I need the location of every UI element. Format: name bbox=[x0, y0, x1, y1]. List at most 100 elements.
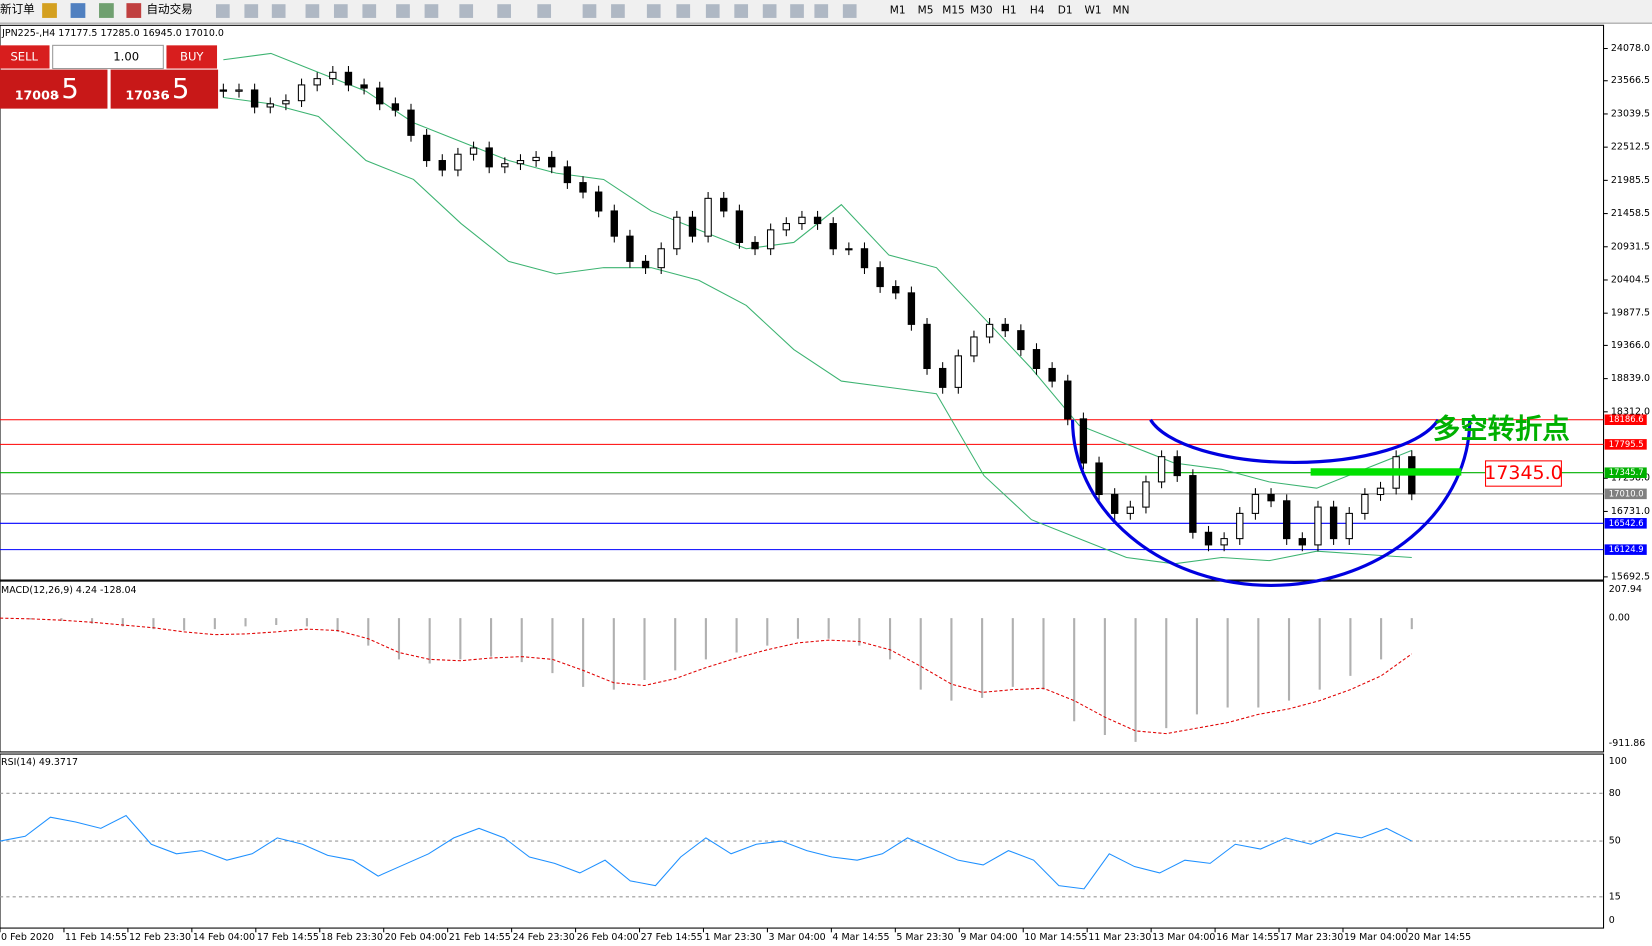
candle bbox=[219, 89, 228, 92]
toolbar-icon[interactable] bbox=[537, 4, 552, 18]
time-label: 11 Feb 14:55 bbox=[65, 932, 127, 943]
time-label: 14 Feb 04:00 bbox=[193, 932, 255, 943]
toolbar-icon[interactable] bbox=[396, 4, 410, 18]
toolbar-icon[interactable] bbox=[734, 4, 749, 18]
price-tick-label: 22512.5 bbox=[1611, 142, 1650, 153]
macd-bar bbox=[29, 618, 32, 620]
annotation-price: 17345.0 bbox=[1484, 462, 1562, 484]
level-tag bbox=[1604, 544, 1647, 555]
toolbar-icon[interactable] bbox=[271, 4, 286, 18]
candle bbox=[313, 78, 321, 86]
toolbar-icon[interactable] bbox=[244, 4, 259, 18]
time-label: 18 Feb 23:30 bbox=[321, 932, 383, 943]
macd-axis-label: 0.00 bbox=[1609, 613, 1630, 624]
candle bbox=[892, 286, 900, 294]
toolbar-icons: M1 M5 M15 M30 H1 H4 D1 W1 MN bbox=[215, 4, 1130, 18]
macd-bar bbox=[1011, 618, 1014, 687]
candle bbox=[422, 134, 431, 162]
toolbar-icon[interactable] bbox=[790, 4, 804, 18]
period-button[interactable]: M15 bbox=[942, 5, 964, 17]
lots-value[interactable]: 1.00 bbox=[113, 49, 139, 63]
candle bbox=[1220, 538, 1228, 546]
time-label: 10 Mar 14:55 bbox=[1024, 932, 1087, 943]
macd-bar bbox=[60, 618, 63, 621]
auto-trade-button[interactable]: 自动交易 bbox=[146, 2, 192, 16]
toolbar-icon[interactable] bbox=[215, 4, 230, 18]
candle bbox=[704, 197, 712, 237]
icon[interactable] bbox=[42, 3, 57, 18]
macd-bar bbox=[1195, 618, 1199, 715]
period-button[interactable]: W1 bbox=[1085, 5, 1102, 17]
candle bbox=[1283, 500, 1291, 540]
macd-bar bbox=[919, 618, 922, 690]
candle bbox=[1329, 506, 1338, 540]
icon[interactable] bbox=[70, 3, 86, 18]
candle bbox=[938, 367, 947, 388]
toolbar-icon[interactable] bbox=[762, 4, 777, 18]
time-label: 0 Feb 2020 bbox=[1, 932, 54, 943]
rsi-label: RSI(14) 49.3717 bbox=[1, 757, 78, 768]
macd-bar bbox=[490, 618, 493, 657]
macd-bar bbox=[1287, 618, 1291, 701]
price-tick-label: 19877.5 bbox=[1611, 308, 1650, 319]
candle bbox=[954, 355, 962, 388]
period-button[interactable]: M30 bbox=[970, 5, 992, 17]
level-tag bbox=[1604, 467, 1647, 478]
macd-bar bbox=[735, 618, 738, 653]
price-tick-label: 24078.0 bbox=[1611, 43, 1650, 54]
annotation-title: 多空转折点 bbox=[1433, 413, 1570, 445]
candle bbox=[688, 216, 697, 237]
price-tick-label: 21458.5 bbox=[1611, 208, 1650, 219]
ask-box[interactable] bbox=[110, 69, 219, 109]
toolbar-icon[interactable] bbox=[459, 4, 474, 18]
lots-input[interactable] bbox=[52, 44, 164, 70]
level-tag bbox=[1604, 488, 1647, 500]
new-order-button[interactable]: 新订单 bbox=[0, 2, 35, 16]
buy-button[interactable] bbox=[166, 45, 218, 69]
toolbar-icon[interactable] bbox=[814, 4, 829, 18]
candle bbox=[1267, 493, 1275, 502]
toolbar-icon[interactable] bbox=[842, 4, 857, 18]
toolbar-icon[interactable] bbox=[333, 4, 348, 18]
bid-pips: .5 bbox=[53, 74, 79, 105]
toolbar-icon[interactable] bbox=[646, 4, 661, 18]
period-button[interactable]: H1 bbox=[1002, 5, 1017, 17]
macd-bar bbox=[213, 618, 216, 630]
period-button[interactable]: M5 bbox=[918, 5, 934, 17]
macd-bar bbox=[121, 618, 124, 627]
icon[interactable] bbox=[126, 3, 142, 18]
candle bbox=[610, 210, 618, 237]
period-button[interactable]: H4 bbox=[1030, 5, 1045, 17]
time-label: 20 Feb 04:00 bbox=[385, 932, 447, 943]
time-label: 17 Feb 14:55 bbox=[257, 932, 319, 943]
candle bbox=[1345, 512, 1353, 540]
toolbar-icon[interactable] bbox=[305, 4, 320, 18]
macd-bar bbox=[1226, 618, 1229, 708]
bowl-arc-upper bbox=[1149, 418, 1440, 464]
buy-label[interactable]: BUY bbox=[180, 49, 204, 63]
candle bbox=[782, 223, 790, 231]
rsi-axis-label: 100 bbox=[1609, 756, 1627, 767]
time-label: 4 Mar 14:55 bbox=[832, 932, 889, 943]
macd-bar bbox=[704, 618, 707, 660]
period-button[interactable]: D1 bbox=[1058, 5, 1073, 17]
period-button[interactable]: MN bbox=[1113, 5, 1130, 17]
time-label: 1 Mar 23:30 bbox=[705, 932, 762, 943]
toolbar-icon[interactable] bbox=[424, 4, 439, 18]
bid-box[interactable] bbox=[0, 69, 108, 109]
candle bbox=[829, 223, 837, 250]
macd-bar bbox=[981, 618, 984, 698]
time-label: 26 Feb 04:00 bbox=[577, 932, 639, 943]
period-button[interactable]: M1 bbox=[890, 5, 906, 17]
toolbar-icon[interactable] bbox=[676, 4, 691, 18]
toolbar-icon[interactable] bbox=[582, 4, 597, 18]
sell-button[interactable] bbox=[0, 45, 50, 69]
sell-label[interactable]: SELL bbox=[10, 49, 38, 63]
main-chart bbox=[0, 24, 1605, 581]
toolbar-icon[interactable] bbox=[705, 4, 720, 18]
toolbar-icon[interactable] bbox=[611, 4, 625, 18]
icon[interactable] bbox=[99, 3, 114, 18]
toolbar-icon[interactable] bbox=[497, 4, 511, 18]
toolbar-icon[interactable] bbox=[362, 4, 377, 18]
